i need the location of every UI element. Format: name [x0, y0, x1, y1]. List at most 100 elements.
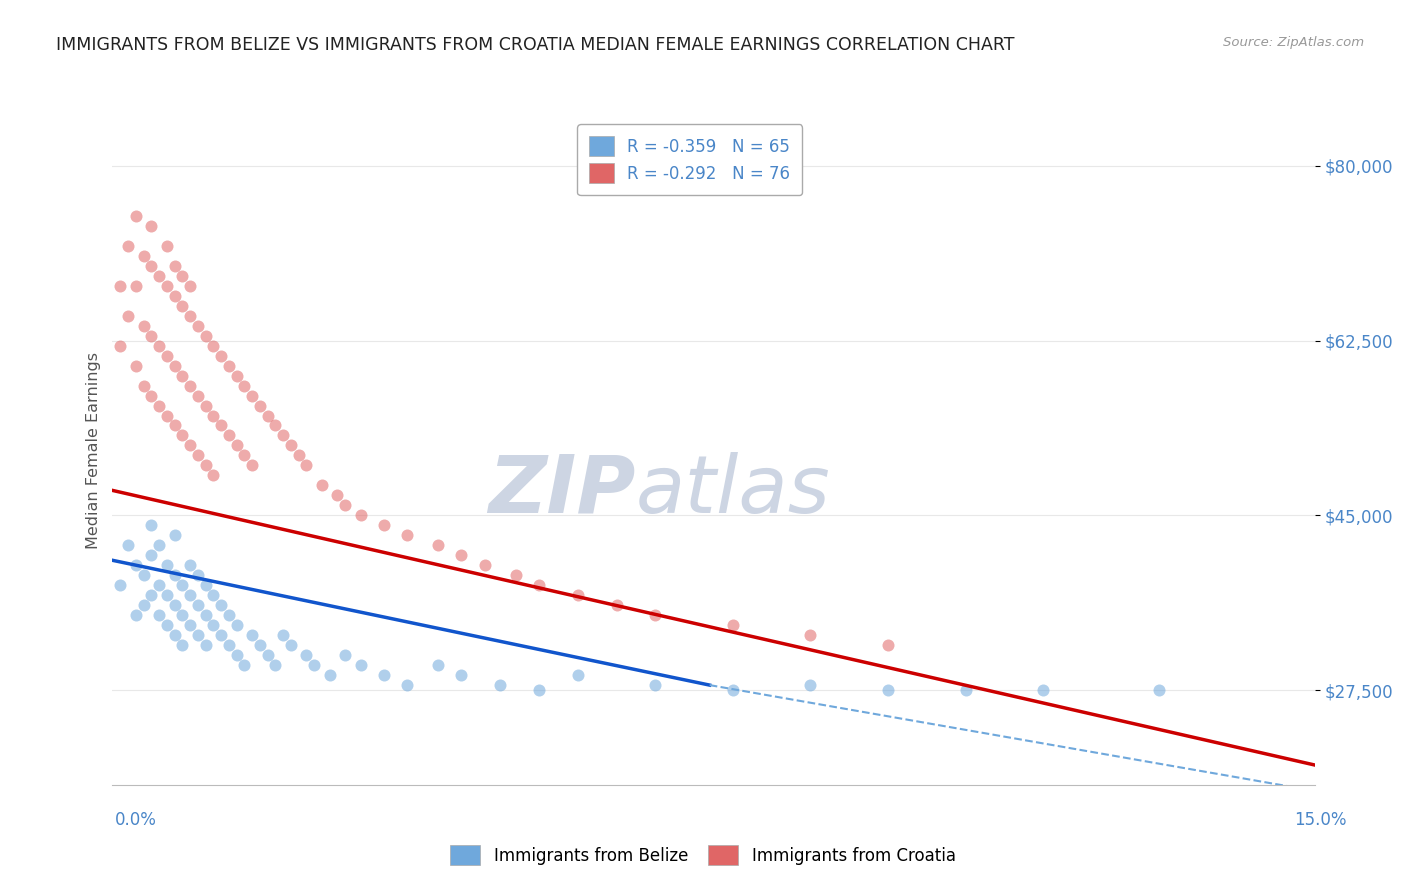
Point	[156, 278, 179, 293]
Point	[474, 558, 496, 573]
Point	[240, 388, 263, 402]
Point	[172, 428, 194, 442]
Point	[326, 488, 349, 502]
Point	[271, 628, 294, 642]
Point	[567, 668, 589, 682]
Point	[225, 618, 247, 632]
Point	[132, 378, 155, 392]
Point	[141, 388, 163, 402]
Point	[156, 588, 179, 602]
Point	[163, 359, 186, 373]
Point	[179, 618, 201, 632]
Point	[218, 638, 240, 652]
Point	[187, 568, 209, 582]
Point	[141, 259, 163, 273]
Point	[311, 478, 333, 492]
Point	[172, 368, 194, 383]
Point	[280, 638, 302, 652]
Point	[163, 288, 186, 302]
Point	[333, 648, 356, 662]
Point	[527, 578, 550, 592]
Point	[202, 588, 225, 602]
Point	[132, 249, 155, 263]
Point	[264, 418, 287, 433]
Point	[1032, 683, 1054, 698]
Point	[295, 458, 318, 473]
Point	[271, 428, 294, 442]
Point	[141, 219, 163, 233]
Point	[209, 628, 232, 642]
Point	[427, 538, 450, 552]
Point	[148, 578, 170, 592]
Point	[302, 658, 325, 673]
Point	[256, 409, 278, 423]
Point	[148, 399, 170, 413]
Point	[877, 638, 900, 652]
Point	[218, 608, 240, 623]
Legend: R = -0.359   N = 65, R = -0.292   N = 76: R = -0.359 N = 65, R = -0.292 N = 76	[578, 124, 801, 195]
Point	[117, 239, 139, 253]
Text: 0.0%: 0.0%	[115, 811, 157, 829]
Point	[132, 318, 155, 333]
Point	[644, 678, 666, 692]
Point	[110, 578, 132, 592]
Point	[505, 568, 527, 582]
Point	[209, 349, 232, 363]
Point	[799, 678, 821, 692]
Text: ZIP: ZIP	[488, 451, 636, 530]
Point	[527, 683, 550, 698]
Point	[202, 468, 225, 483]
Point	[194, 578, 217, 592]
Point	[156, 558, 179, 573]
Point	[194, 638, 217, 652]
Point	[141, 588, 163, 602]
Point	[225, 368, 247, 383]
Point	[132, 568, 155, 582]
Point	[110, 278, 132, 293]
Point	[202, 618, 225, 632]
Point	[396, 678, 419, 692]
Point	[163, 568, 186, 582]
Point	[148, 538, 170, 552]
Point	[156, 349, 179, 363]
Point	[233, 378, 256, 392]
Point	[110, 338, 132, 352]
Point	[194, 458, 217, 473]
Point	[163, 528, 186, 542]
Text: 15.0%: 15.0%	[1295, 811, 1347, 829]
Text: Source: ZipAtlas.com: Source: ZipAtlas.com	[1223, 36, 1364, 49]
Point	[209, 599, 232, 613]
Point	[450, 668, 472, 682]
Legend: Immigrants from Belize, Immigrants from Croatia: Immigrants from Belize, Immigrants from …	[446, 840, 960, 871]
Point	[125, 209, 148, 223]
Point	[172, 638, 194, 652]
Point	[240, 628, 263, 642]
Point	[187, 599, 209, 613]
Point	[156, 409, 179, 423]
Point	[163, 418, 186, 433]
Y-axis label: Median Female Earnings: Median Female Earnings	[86, 352, 101, 549]
Point	[249, 399, 271, 413]
Point	[249, 638, 271, 652]
Point	[125, 608, 148, 623]
Point	[141, 328, 163, 343]
Point	[606, 599, 628, 613]
Point	[567, 588, 589, 602]
Point	[721, 618, 744, 632]
Point	[202, 338, 225, 352]
Point	[209, 418, 232, 433]
Point	[194, 399, 217, 413]
Text: IMMIGRANTS FROM BELIZE VS IMMIGRANTS FROM CROATIA MEDIAN FEMALE EARNINGS CORRELA: IMMIGRANTS FROM BELIZE VS IMMIGRANTS FRO…	[56, 36, 1015, 54]
Point	[163, 599, 186, 613]
Point	[721, 683, 744, 698]
Point	[163, 259, 186, 273]
Point	[172, 268, 194, 283]
Point	[179, 438, 201, 452]
Point	[373, 668, 395, 682]
Point	[644, 608, 666, 623]
Point	[194, 328, 217, 343]
Point	[350, 508, 373, 523]
Point	[1149, 683, 1171, 698]
Point	[132, 599, 155, 613]
Point	[172, 299, 194, 313]
